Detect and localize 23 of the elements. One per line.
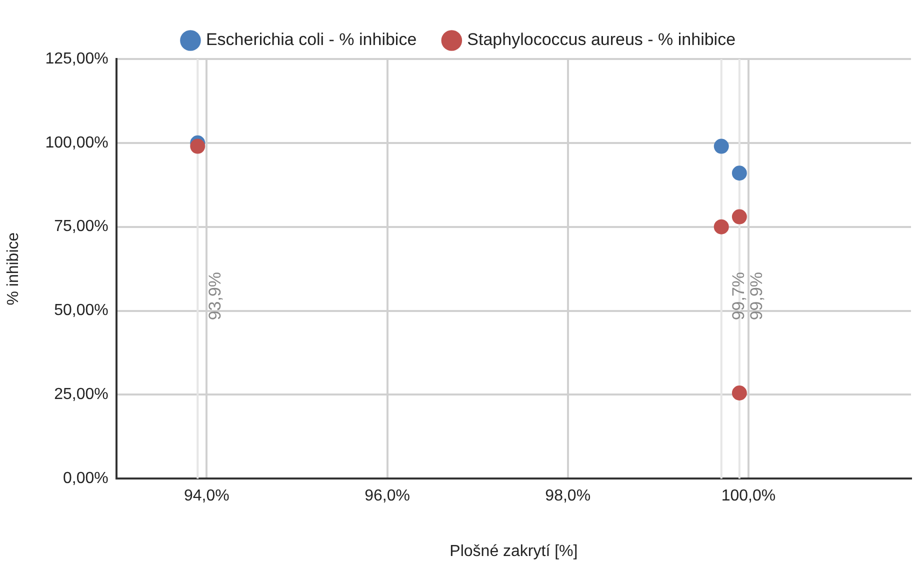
y-tick-label: 50,00% [54, 302, 108, 320]
y-tick-label: 75,00% [54, 218, 108, 236]
y-tick-label: 25,00% [54, 386, 108, 404]
y-tick-label: 0,00% [62, 470, 108, 488]
ref-line-label: 99,9% [747, 272, 766, 320]
point [732, 209, 747, 224]
x-tick-label: 94,0% [184, 488, 230, 505]
y-tick-label: 100,00% [45, 134, 108, 152]
ref-line-label: 93,9% [205, 272, 224, 320]
legend-label: Escherichia coli - % inhibice [206, 30, 417, 50]
point [190, 138, 206, 154]
x-tick-label: 100,0% [721, 488, 776, 505]
point [732, 386, 747, 400]
legend-label: Staphylococcus aureus - % inhibice [467, 30, 736, 50]
y-axis-title: % inhibice [5, 232, 22, 306]
point [732, 166, 747, 181]
ref-line-label: 99,7% [729, 272, 748, 320]
point [714, 219, 729, 234]
x-tick-label: 96,0% [364, 488, 410, 505]
point [714, 138, 729, 154]
x-tick-label: 98,0% [545, 488, 591, 505]
y-tick-label: 125,00% [45, 50, 108, 68]
x-axis-title: Plošné zakrytí [%] [450, 542, 578, 560]
